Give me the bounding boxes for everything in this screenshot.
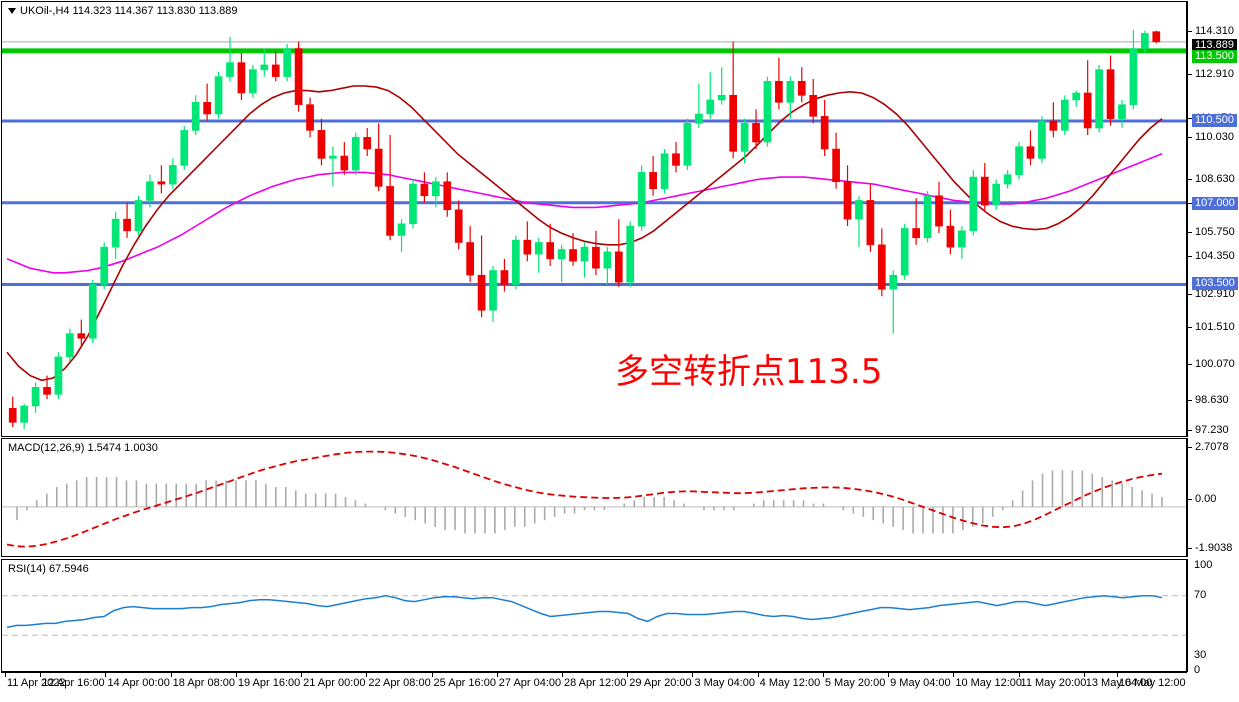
time-axis-tick	[822, 673, 824, 677]
time-axis-label: 12 Apr 16:00	[42, 677, 105, 689]
time-axis-tick	[692, 673, 694, 677]
time-axis-label: 28 Apr 12:00	[564, 677, 627, 689]
price-tick: 110.030	[1188, 131, 1234, 143]
price-tick: 112.910	[1188, 68, 1234, 80]
time-axis-label: 27 Apr 04:00	[498, 677, 562, 689]
macd-tick: 2.7078	[1188, 441, 1229, 453]
price-chart-canvas[interactable]	[2, 2, 1186, 436]
rsi-axis: 100 70 30 0	[1187, 559, 1239, 676]
time-axis-tick	[953, 673, 955, 677]
rsi-tick: 100	[1194, 559, 1213, 572]
price-tick: 105.750	[1188, 226, 1235, 238]
time-axis-label: 9 May 04:00	[890, 677, 951, 689]
time-axis-label: 21 Apr 00:00	[303, 677, 366, 689]
price-tick: 101.510	[1188, 321, 1235, 333]
time-axis-label: 14 Apr 00:00	[107, 677, 170, 689]
time-axis[interactable]: 11 Apr 2022 12 Apr 16:00 14 Apr 00:00 18 Ap…	[1, 672, 1187, 701]
macd-histogram	[16, 470, 1163, 534]
rsi-line	[6, 594, 1163, 629]
time-axis-label: 25 Apr 16:00	[433, 677, 496, 689]
macd-tick: 0.00	[1188, 493, 1216, 505]
time-axis-tick	[235, 673, 237, 677]
rsi-canvas	[2, 594, 1186, 636]
time-axis-tick	[40, 673, 42, 677]
price-tick: 104.350	[1188, 250, 1235, 262]
time-axis-tick	[627, 673, 629, 677]
time-axis-label: 11 May 20:00	[1020, 677, 1087, 689]
time-axis-label: 16 May 12:00	[1119, 677, 1186, 689]
time-axis-tick	[757, 673, 759, 677]
time-axis-tick	[431, 673, 433, 677]
time-axis-tick	[562, 673, 563, 677]
price-tick: 102.910	[1188, 288, 1235, 300]
time-axis-tick	[5, 673, 6, 677]
caret-down-icon[interactable]	[8, 8, 16, 15]
price-level-badge[interactable]: 110.500	[1192, 114, 1237, 127]
price-tick: 98.630	[1188, 394, 1229, 406]
time-axis-tick	[105, 673, 107, 677]
price-tick: 100.070	[1188, 358, 1235, 370]
candlestick-series	[8, 29, 1161, 430]
symbol-header[interactable]: UKOil-,H4 114.323 114.367 113.830 113.88…	[8, 5, 238, 17]
price-tick: 108.630	[1188, 173, 1235, 185]
time-axis-label: 22 Apr 08:00	[368, 677, 431, 689]
macd-label: MACD(12,26,9) 1.5474 1.0030	[8, 442, 158, 454]
macd-tick: -1.9038	[1188, 542, 1232, 554]
time-axis-label: 10 May 12:00	[955, 677, 1022, 689]
time-axis-tick	[301, 673, 303, 677]
price-tick: 97.230	[1188, 424, 1229, 436]
macd-signal-line	[6, 450, 1163, 548]
price-level-badge[interactable]: 103.500	[1192, 277, 1238, 290]
time-axis-tick	[170, 673, 172, 677]
price-chart-panel[interactable]: UKOil-,H4 114.323 114.367 113.830 113.88…	[1, 1, 1187, 437]
macd-axis: 2.7078 0.00 -1.9038	[1187, 438, 1239, 557]
price-level-badge[interactable]: 113.889	[1192, 39, 1237, 52]
time-axis-label: 13 May 04:00	[1085, 677, 1153, 689]
macd-canvas	[2, 450, 1186, 548]
rsi-tick: 30	[1194, 649, 1207, 662]
rsi-tick: 70	[1194, 589, 1207, 602]
rsi-tick: 0	[1194, 664, 1201, 677]
time-axis-label: 19 Apr 16:00	[237, 677, 301, 689]
time-axis-tick	[1083, 673, 1085, 677]
time-axis-tick	[1117, 673, 1118, 677]
time-axis-label: 3 May 04:00	[694, 677, 755, 689]
ma-slow-line	[6, 152, 1163, 274]
time-axis-tick	[496, 673, 498, 677]
time-axis-label: 5 May 20:00	[824, 677, 886, 689]
macd-panel[interactable]: MACD(12,26,9) 1.5474 1.0030	[1, 438, 1187, 557]
rsi-panel[interactable]: RSI(14) 67.5946	[1, 559, 1187, 672]
time-axis-label: 18 Apr 08:00	[172, 677, 236, 689]
price-axis[interactable]: 114.310112.910111.470110.030108.630107.1…	[1187, 1, 1239, 437]
price-level-badge[interactable]: 113.500	[1192, 50, 1237, 63]
chart-annotation: 多空转折点113.5	[615, 352, 883, 392]
time-axis-label: 11 Apr 2022	[7, 677, 66, 689]
rsi-label: RSI(14) 67.5946	[8, 563, 89, 575]
time-axis-label: 29 Apr 20:00	[629, 677, 692, 689]
ma-fast-line	[6, 85, 1163, 382]
time-axis-tick	[366, 673, 368, 677]
time-axis-tick	[1018, 673, 1020, 677]
symbol-ohlc-text: UKOil-,H4 114.323 114.367 113.830 113.88…	[20, 5, 238, 17]
time-axis-tick	[888, 673, 890, 677]
price-tick: 114.310	[1188, 25, 1234, 37]
price-level-badge[interactable]: 107.000	[1192, 197, 1238, 210]
time-axis-label: 4 May 12:00	[759, 677, 821, 689]
